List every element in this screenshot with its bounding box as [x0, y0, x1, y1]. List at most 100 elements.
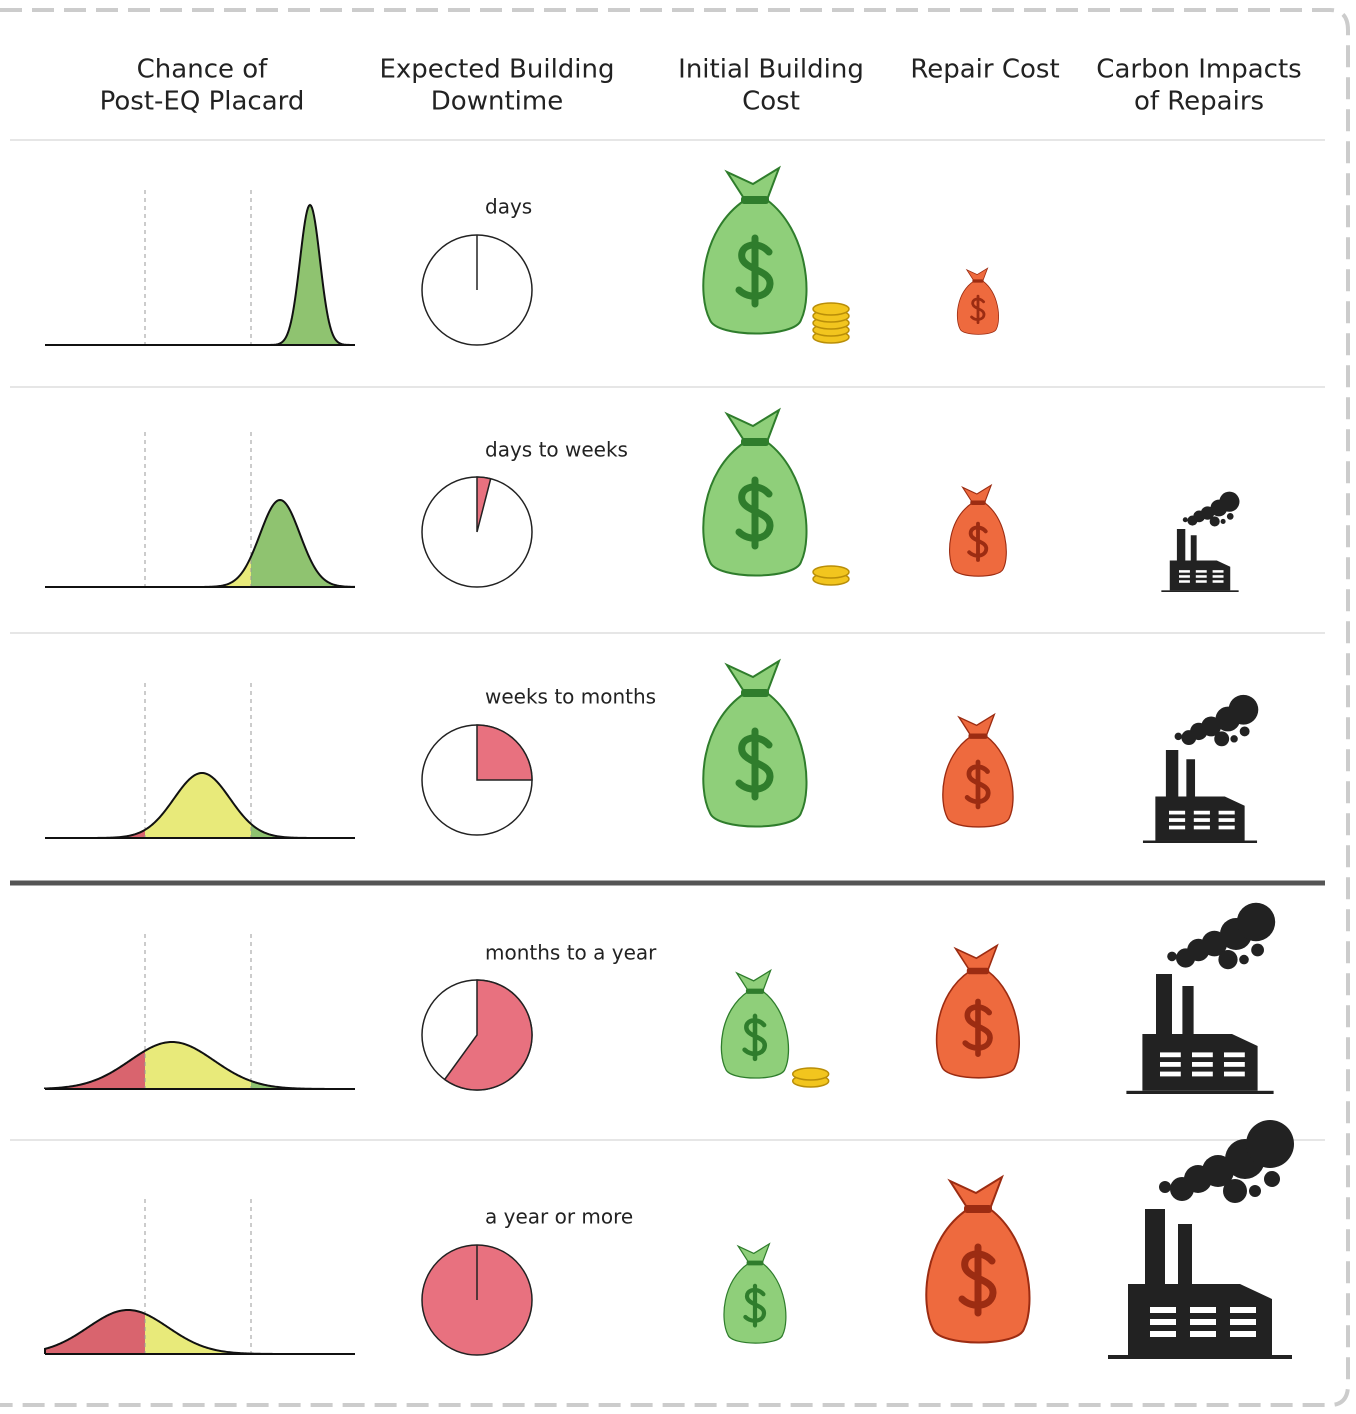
- window: [1230, 1319, 1256, 1325]
- frame: [0, 10, 1348, 1405]
- smoke: [1246, 1120, 1294, 1168]
- carbon-factory: [1161, 492, 1239, 592]
- column-header: Post-EQ Placard: [100, 87, 305, 117]
- column-header: Downtime: [431, 87, 563, 117]
- window: [1150, 1307, 1176, 1313]
- bag-top: [737, 970, 771, 991]
- distribution-region: [145, 1314, 251, 1354]
- repair-cost-bag: [957, 268, 998, 334]
- factory-ground: [1143, 841, 1257, 843]
- initial-cost-bag: [703, 168, 806, 334]
- initial-cost-bag: [721, 970, 788, 1078]
- smoke: [1240, 726, 1250, 736]
- window: [1160, 1062, 1181, 1067]
- bag-top: [738, 1244, 769, 1263]
- bag-top: [727, 168, 779, 200]
- bag-top: [959, 714, 994, 736]
- window: [1169, 826, 1185, 830]
- column-header: Expected Building: [379, 55, 614, 85]
- bag-top: [950, 1177, 1002, 1209]
- bag-tie: [964, 1205, 992, 1213]
- window: [1219, 811, 1235, 815]
- window: [1224, 1062, 1245, 1067]
- factory-ground: [1161, 590, 1238, 592]
- smoke: [1249, 1185, 1261, 1197]
- window: [1219, 826, 1235, 830]
- column-header: Carbon Impacts: [1096, 55, 1301, 85]
- smoke: [1159, 1181, 1171, 1193]
- window: [1160, 1072, 1181, 1077]
- smoke: [1210, 516, 1220, 526]
- smoke: [1214, 731, 1229, 746]
- smoke: [1219, 492, 1239, 512]
- distribution-region: [45, 1310, 145, 1354]
- window: [1196, 580, 1207, 583]
- downtime-label: weeks to months: [485, 685, 656, 709]
- window: [1230, 1307, 1256, 1313]
- factory-ground: [1126, 1091, 1273, 1094]
- column-header: Cost: [742, 87, 800, 117]
- smoke: [1175, 733, 1182, 740]
- window: [1179, 575, 1190, 578]
- smoke: [1229, 695, 1259, 725]
- column-header: Repair Cost: [910, 55, 1059, 85]
- window: [1192, 1072, 1213, 1077]
- bag-tie: [741, 196, 769, 204]
- smoke: [1223, 1179, 1247, 1203]
- window: [1224, 1052, 1245, 1057]
- bag-tie: [747, 1261, 764, 1266]
- window: [1179, 570, 1190, 573]
- smoke: [1237, 903, 1275, 941]
- initial-cost-bag: [703, 661, 806, 827]
- window: [1230, 1331, 1256, 1337]
- carbon-factory: [1126, 903, 1275, 1094]
- smoke: [1264, 1171, 1280, 1187]
- window: [1213, 570, 1224, 573]
- coin: [793, 1068, 829, 1080]
- factory-ground: [1108, 1355, 1292, 1359]
- window: [1224, 1072, 1245, 1077]
- initial-cost-bag: [703, 410, 806, 576]
- bag-top: [956, 945, 998, 971]
- coin: [813, 566, 849, 578]
- downtime-label: months to a year: [485, 941, 657, 965]
- bag-tie: [741, 689, 769, 697]
- bag-top: [963, 485, 992, 503]
- smoke: [1227, 513, 1234, 520]
- bag-tie: [741, 438, 769, 446]
- window: [1213, 580, 1224, 583]
- window: [1196, 575, 1207, 578]
- smoke: [1218, 950, 1237, 969]
- window: [1150, 1319, 1176, 1325]
- downtime-label: a year or more: [485, 1205, 633, 1229]
- smoke: [1167, 952, 1177, 962]
- distribution-region: [45, 1051, 145, 1089]
- distribution-region: [45, 830, 145, 838]
- coin: [813, 303, 849, 315]
- column-header: Chance of: [137, 55, 269, 85]
- bag-tie: [972, 279, 983, 282]
- bag-top: [727, 410, 779, 442]
- window: [1190, 1307, 1216, 1313]
- smoke: [1230, 735, 1237, 742]
- bag-top: [967, 268, 988, 281]
- smoke: [1251, 944, 1264, 957]
- window: [1190, 1331, 1216, 1337]
- window: [1190, 1319, 1216, 1325]
- smoke: [1239, 955, 1249, 965]
- window: [1213, 575, 1224, 578]
- distribution-region: [251, 824, 355, 838]
- bag-tie: [746, 989, 764, 994]
- window: [1150, 1331, 1176, 1337]
- repair-cost-bag: [937, 945, 1020, 1077]
- infographic: Chance ofPost-EQ Placard Expected Buildin…: [0, 0, 1356, 1414]
- window: [1194, 818, 1210, 822]
- downtime-label: days: [485, 195, 532, 219]
- smoke: [1183, 517, 1188, 522]
- repair-cost-bag: [943, 714, 1013, 827]
- bag-tie: [970, 501, 985, 505]
- bag-top: [727, 661, 779, 693]
- initial-cost-bag: [724, 1244, 786, 1343]
- window: [1192, 1052, 1213, 1057]
- distribution-region: [251, 205, 355, 345]
